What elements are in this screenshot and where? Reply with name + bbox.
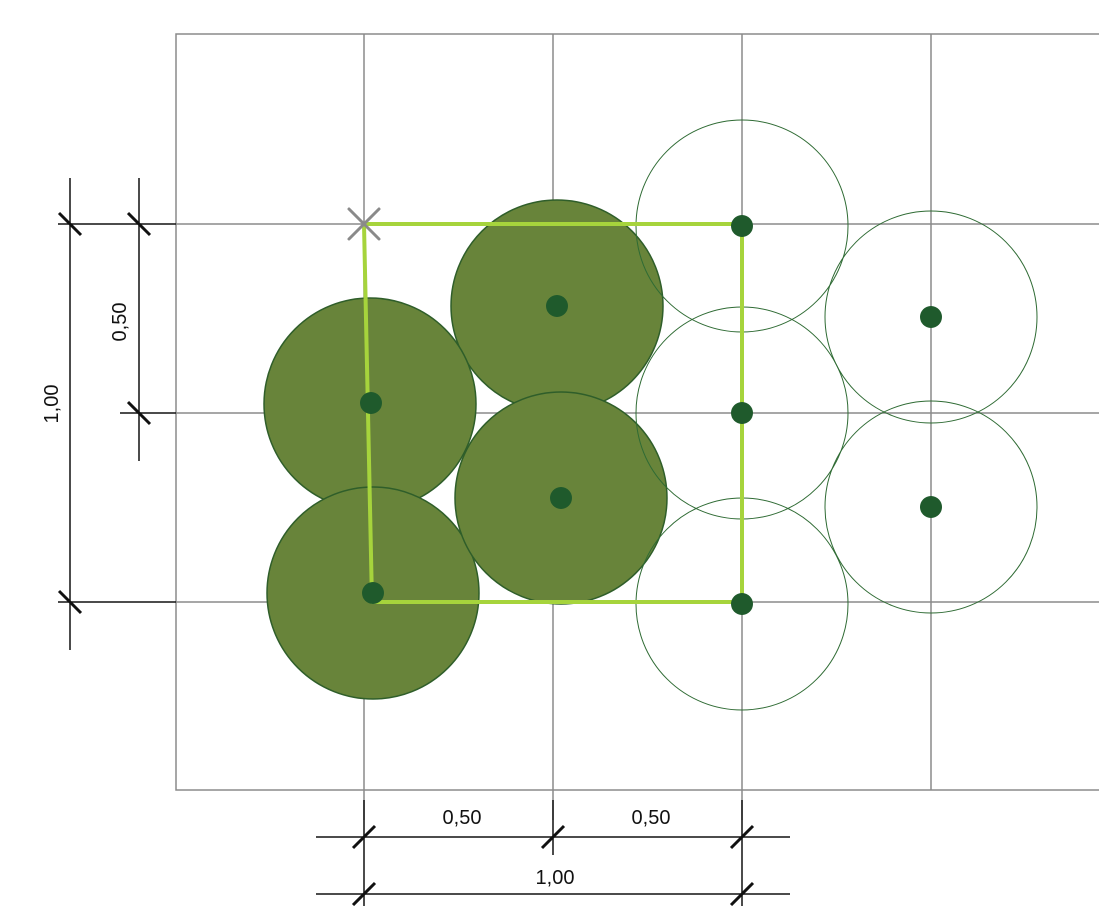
plant-outline <box>824 400 1038 614</box>
dimension-tick <box>351 824 377 850</box>
horizontal-dimensions <box>316 800 790 906</box>
dimension-label-v-total: 1,00 <box>41 385 63 424</box>
plant-center-dot <box>920 306 942 328</box>
grid-border <box>175 33 1099 791</box>
dimension-tick <box>729 824 755 850</box>
plant-center-dot <box>920 496 942 518</box>
plant-outline <box>824 210 1038 424</box>
plant-center-dot <box>550 487 572 509</box>
plant-center-dot <box>731 593 753 615</box>
plant-center-dot <box>546 295 568 317</box>
plant-center-dot <box>360 392 382 414</box>
dimension-label-h-right: 0,50 <box>632 807 671 829</box>
dimension-label-v-segment: 0,50 <box>109 303 131 342</box>
filled-plants <box>263 199 668 700</box>
plant-center-dot <box>731 215 753 237</box>
dimension-tick <box>126 400 152 426</box>
dimension-label-h-total: 1,00 <box>536 867 575 889</box>
dimension-tick <box>126 211 152 237</box>
vertical-dimensions <box>57 178 176 650</box>
dimension-tick <box>351 881 377 906</box>
dimension-tick <box>57 589 83 615</box>
origin-cross-icon <box>347 207 381 241</box>
outline-plants <box>635 119 1038 711</box>
dimension-label-h-left: 0,50 <box>443 807 482 829</box>
dimension-tick <box>540 824 566 850</box>
plant-center-dot <box>362 582 384 604</box>
plant-centers <box>360 215 942 615</box>
dimension-tick <box>57 211 83 237</box>
dimension-tick <box>729 881 755 906</box>
plant-center-dot <box>731 402 753 424</box>
